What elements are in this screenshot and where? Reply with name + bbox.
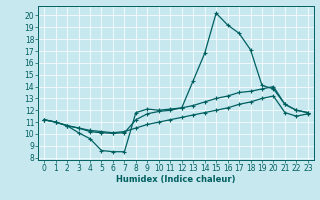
X-axis label: Humidex (Indice chaleur): Humidex (Indice chaleur) xyxy=(116,175,236,184)
